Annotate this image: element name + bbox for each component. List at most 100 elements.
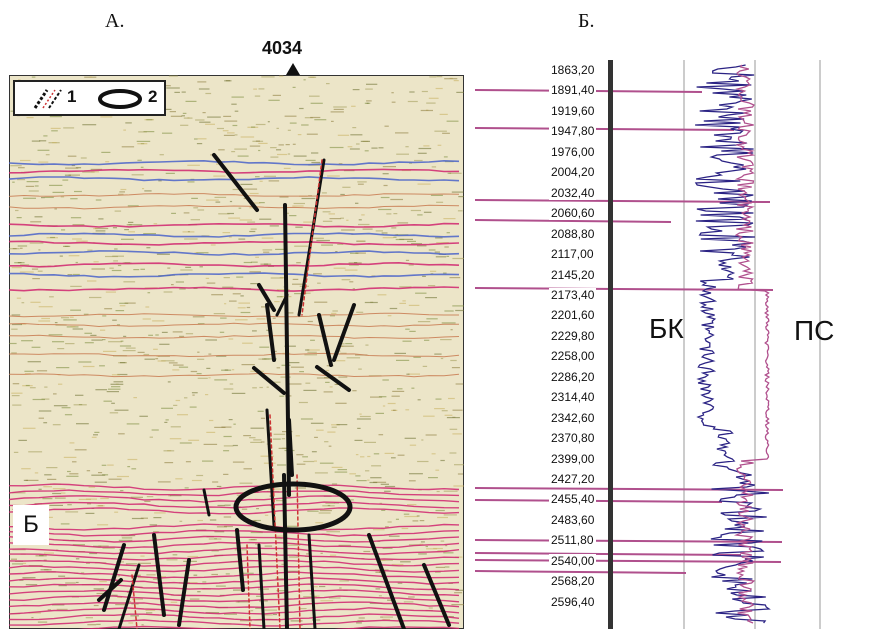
texture-stroke [228, 217, 241, 219]
texture-stroke [303, 79, 306, 81]
texture-stroke [311, 161, 321, 164]
depth-label: 1863,20 [549, 63, 597, 77]
texture-stroke [312, 619, 321, 621]
texture-stroke [120, 188, 127, 191]
texture-stroke [149, 436, 153, 438]
texture-stroke [95, 389, 108, 391]
texture-stroke [405, 259, 410, 261]
texture-stroke [72, 224, 85, 226]
texture-stroke [376, 559, 386, 561]
texture-stroke [355, 475, 361, 477]
texture-stroke [328, 597, 341, 599]
texture-stroke [135, 574, 141, 576]
fault-line [152, 533, 166, 617]
texture-stroke [44, 569, 49, 571]
texture-stroke [191, 392, 198, 394]
texture-stroke [381, 509, 386, 511]
texture-stroke [185, 333, 194, 335]
texture-stroke [222, 130, 229, 132]
texture-stroke [282, 447, 287, 449]
texture-stroke [342, 186, 351, 188]
seismic-horizon [9, 232, 460, 238]
texture-stroke [214, 531, 225, 533]
texture-stroke [22, 427, 36, 429]
texture-stroke [340, 217, 344, 219]
texture-stroke [450, 329, 453, 331]
texture-stroke [229, 200, 233, 203]
texture-stroke [34, 472, 39, 474]
texture-stroke [52, 604, 65, 606]
texture-stroke [351, 105, 356, 107]
panel-b-label: Б. [578, 10, 595, 32]
depth-label: 2596,40 [549, 594, 597, 609]
depth-label: 2201,60 [549, 308, 597, 323]
texture-stroke [117, 373, 128, 376]
texture-stroke [9, 342, 17, 345]
texture-stroke [400, 561, 411, 563]
texture-stroke [28, 190, 39, 192]
texture-stroke [57, 348, 65, 350]
texture-stroke [384, 125, 389, 127]
texture-stroke [156, 253, 170, 255]
texture-stroke [240, 295, 244, 297]
well-marker-icon [286, 63, 300, 75]
texture-stroke [331, 426, 337, 428]
texture-stroke [441, 410, 448, 412]
texture-stroke [207, 116, 221, 118]
texture-stroke [405, 328, 410, 330]
texture-stroke [117, 596, 123, 598]
texture-stroke [444, 310, 454, 312]
texture-stroke [118, 193, 124, 195]
texture-stroke [193, 207, 199, 209]
texture-stroke [26, 117, 34, 119]
texture-stroke [54, 322, 58, 324]
texture-stroke [166, 559, 178, 561]
texture-stroke [279, 395, 284, 397]
texture-stroke [238, 238, 246, 240]
texture-stroke [64, 245, 69, 247]
texture-stroke [24, 373, 31, 375]
texture-stroke [28, 451, 43, 453]
texture-stroke [190, 219, 200, 221]
texture-stroke [153, 517, 162, 519]
texture-stroke [279, 75, 284, 77]
ps-spike [475, 219, 672, 223]
texture-stroke [452, 305, 464, 307]
texture-stroke [305, 349, 310, 351]
texture-stroke [82, 171, 95, 173]
texture-stroke [256, 508, 259, 510]
seismic-horizon [77, 625, 460, 629]
texture-stroke [11, 392, 23, 394]
texture-stroke [301, 124, 309, 126]
texture-stroke [319, 462, 334, 464]
texture-stroke [435, 469, 440, 471]
texture-stroke [99, 581, 107, 583]
texture-stroke [258, 88, 265, 90]
texture-stroke [327, 175, 340, 177]
texture-stroke [417, 214, 423, 216]
texture-stroke [227, 212, 234, 215]
texture-stroke [196, 373, 202, 375]
texture-stroke [158, 355, 170, 357]
fault-line [252, 366, 286, 395]
texture-stroke [187, 164, 200, 166]
texture-stroke [377, 294, 387, 296]
texture-stroke [127, 458, 138, 461]
texture-stroke [224, 303, 227, 305]
texture-stroke [144, 358, 156, 360]
texture-stroke [300, 418, 313, 420]
texture-stroke [72, 461, 77, 463]
texture-stroke [46, 467, 58, 469]
fault-line [287, 418, 294, 477]
texture-stroke [236, 276, 244, 278]
texture-stroke [169, 438, 182, 440]
texture-stroke [152, 578, 158, 580]
texture-stroke [76, 240, 88, 242]
texture-stroke [120, 362, 126, 364]
texture-stroke [165, 172, 175, 174]
texture-stroke [303, 460, 315, 463]
texture-stroke [348, 499, 354, 501]
texture-stroke [321, 244, 333, 246]
texture-stroke [108, 478, 122, 480]
texture-stroke [136, 140, 151, 142]
